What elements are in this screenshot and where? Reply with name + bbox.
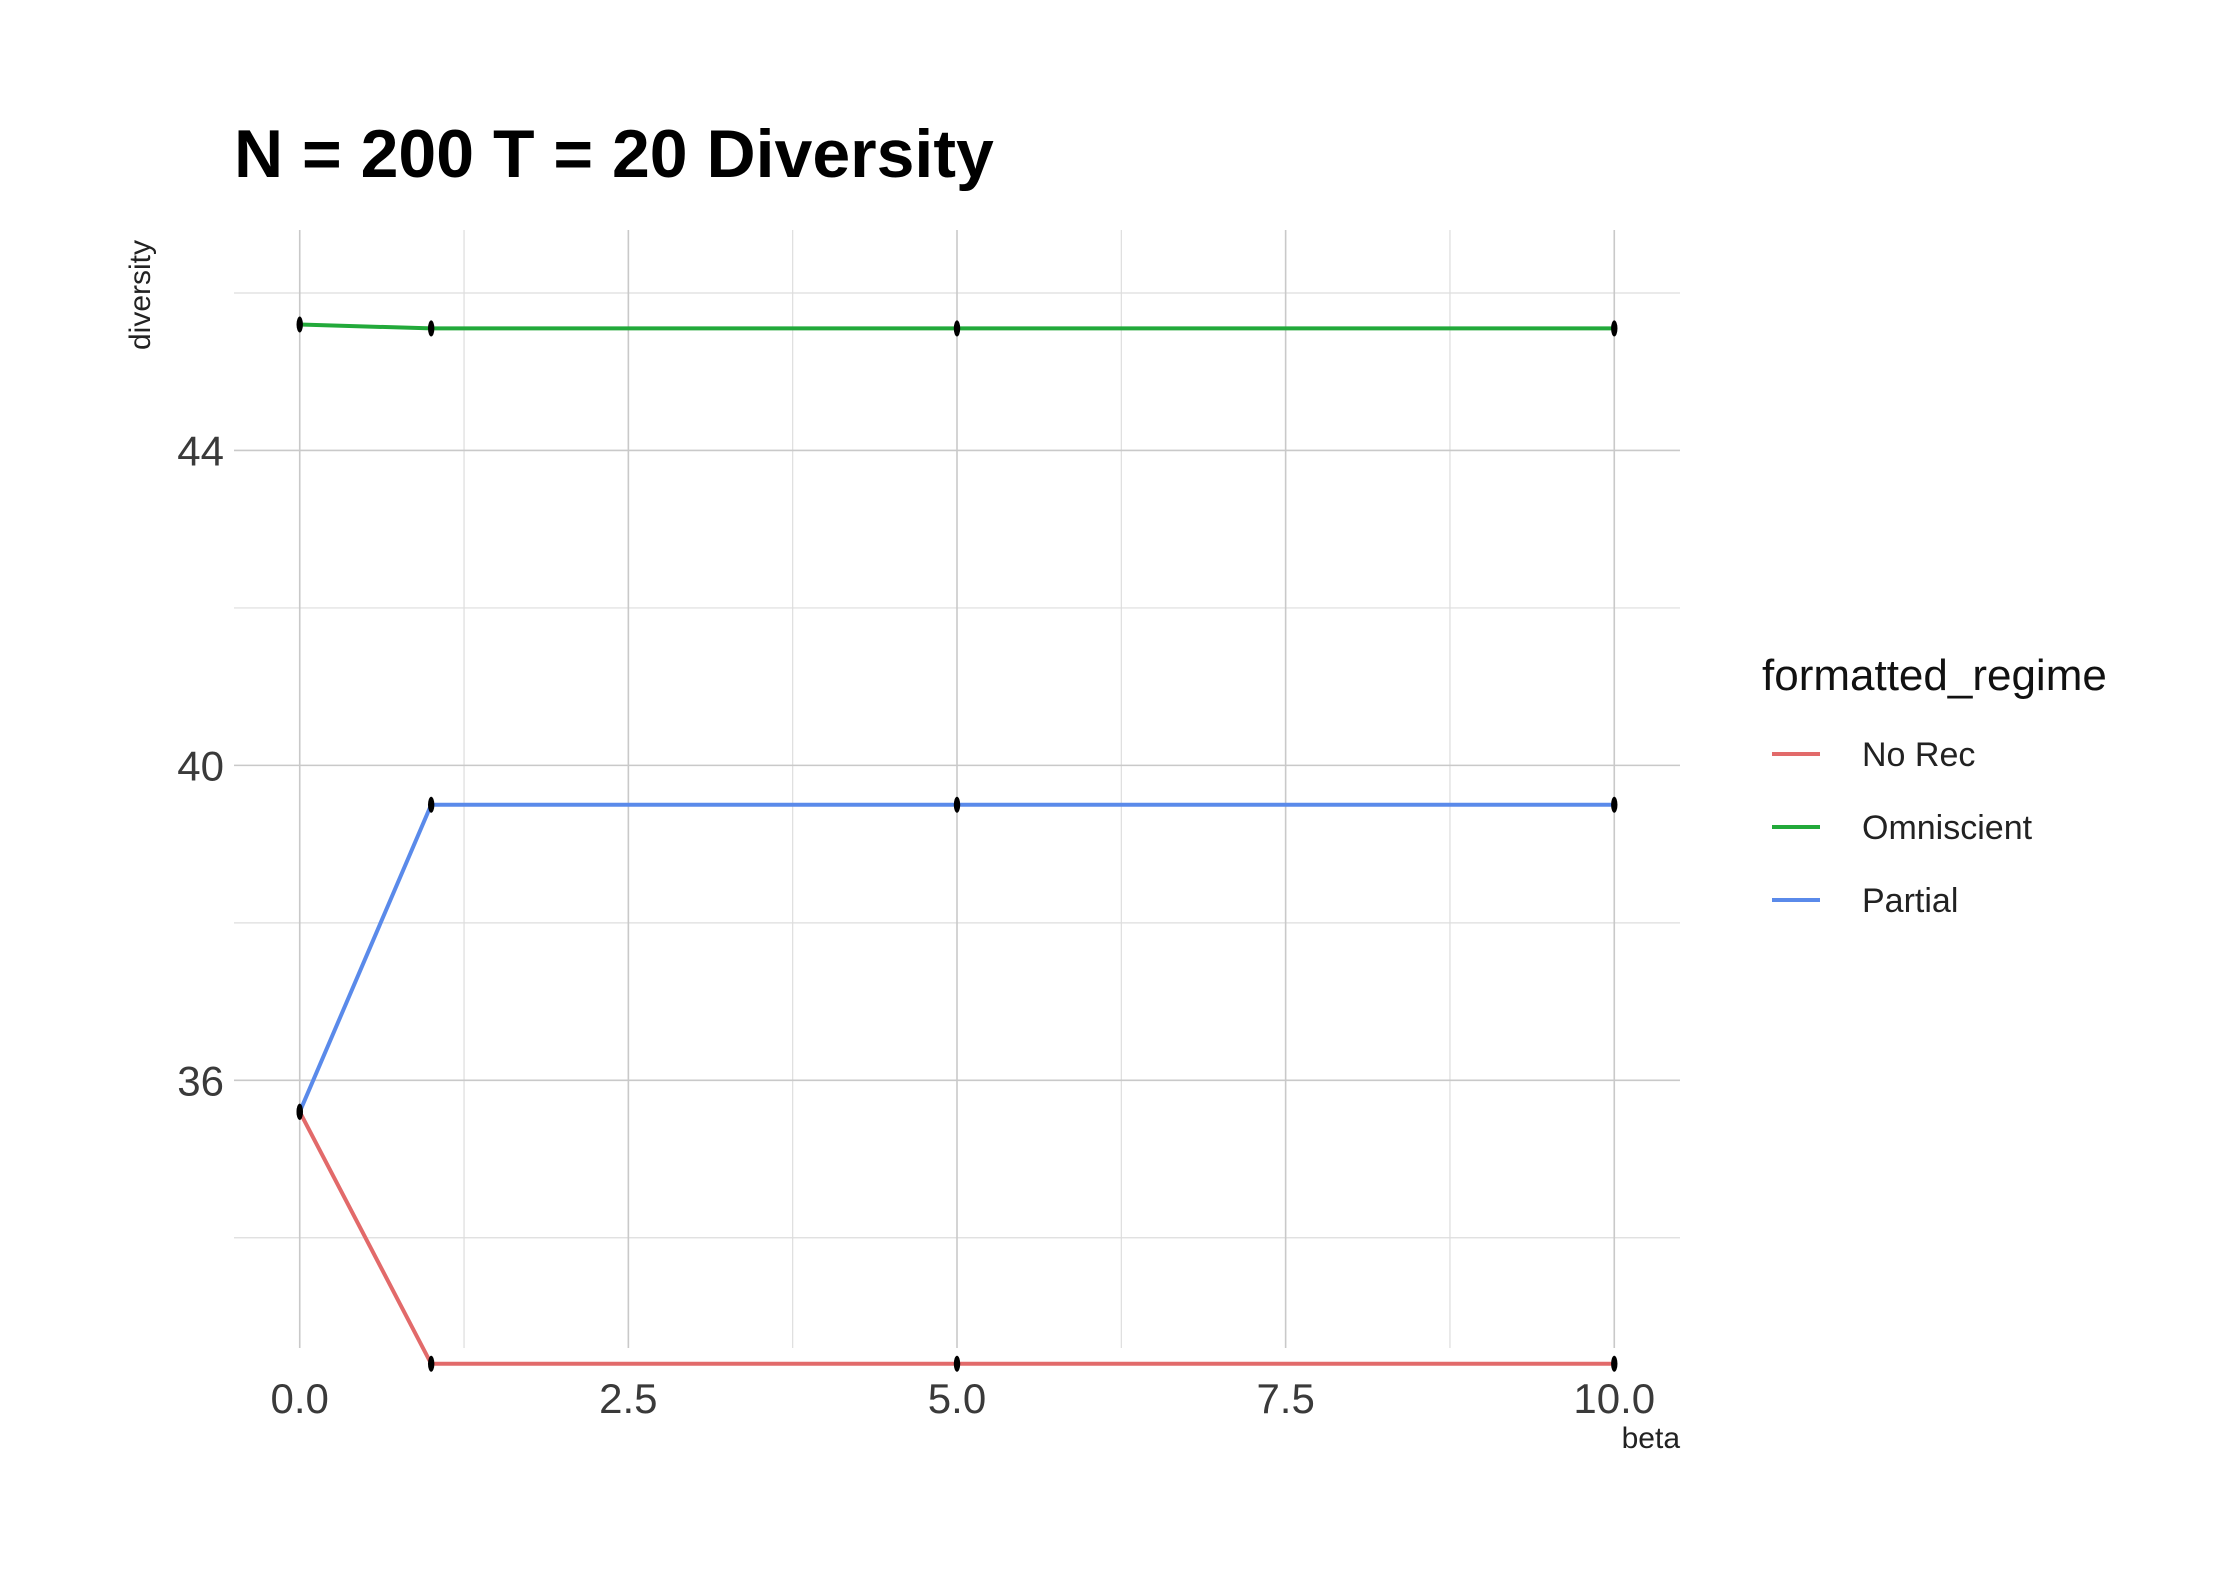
y-tick-labels: 36 40 44 (177, 427, 224, 1104)
legend: formatted_regime No Rec Omniscient Partial (1762, 651, 2107, 920)
data-point (1611, 796, 1618, 813)
data-point (953, 796, 961, 813)
legend-title: formatted_regime (1762, 651, 2107, 700)
x-tick-label: 0.0 (271, 1375, 329, 1422)
x-tick-labels: 0.0 2.5 5.0 7.5 10.0 (271, 1375, 1656, 1422)
y-tick-label: 36 (177, 1057, 224, 1104)
data-point (427, 1355, 435, 1372)
series-line-partial (297, 802, 1615, 1113)
data-points (296, 316, 1618, 1372)
y-tick-label: 44 (177, 427, 224, 474)
data-point (427, 796, 435, 813)
data-point (953, 1355, 961, 1372)
series-line-omniscient (299, 322, 1615, 331)
x-tick-label: 7.5 (1256, 1375, 1314, 1422)
chart-title: N = 200 T = 20 Diversity (234, 116, 994, 192)
legend-label: No Rec (1862, 736, 1975, 774)
data-point (953, 320, 961, 337)
x-tick-label: 2.5 (599, 1375, 657, 1422)
data-point (296, 316, 303, 333)
data-point (1611, 320, 1618, 337)
y-axis-label: diversity (124, 240, 157, 350)
data-point (427, 320, 435, 337)
series-lines (297, 322, 1615, 1366)
series-line-no-rec (297, 1110, 1615, 1366)
x-axis-label: beta (1622, 1422, 1681, 1455)
legend-label: Omniscient (1862, 809, 2033, 847)
data-point (1611, 1355, 1618, 1372)
data-point (296, 1103, 303, 1120)
y-tick-label: 40 (177, 742, 224, 789)
x-tick-label: 5.0 (928, 1375, 986, 1422)
legend-label: Partial (1862, 882, 1958, 920)
grid (234, 230, 1680, 1348)
x-tick-label: 10.0 (1573, 1375, 1655, 1422)
